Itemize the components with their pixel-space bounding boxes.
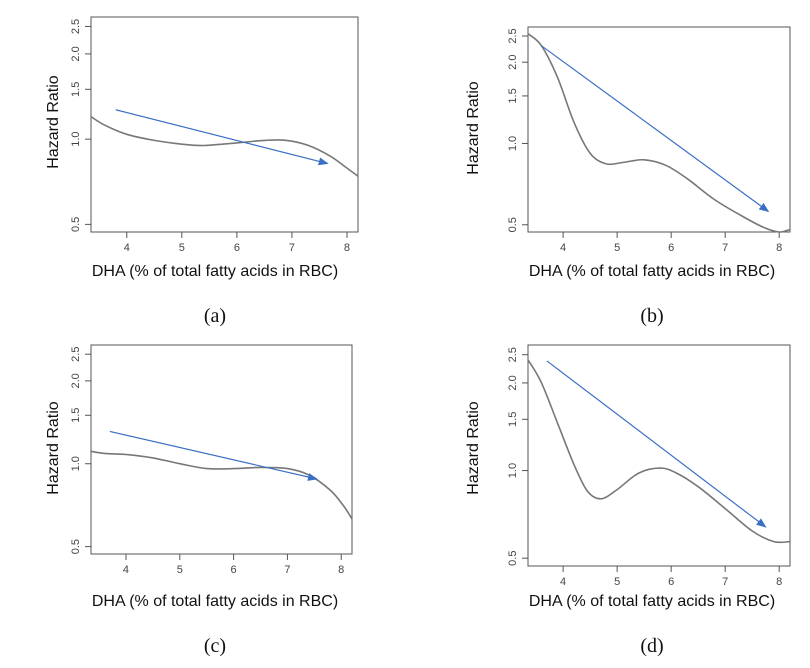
plot-frame-d (527, 344, 791, 567)
trend-arrow-c (109, 430, 318, 481)
xlabel-d: DHA (% of total fatty acids in RBC) (529, 593, 775, 610)
hazard-curve-b (527, 33, 791, 233)
trend-arrow-a (115, 109, 329, 166)
xlabel-b: DHA (% of total fatty acids in RBC) (529, 263, 775, 280)
y-tick-label-b-4: 2.5 (507, 28, 519, 43)
ylabel-b: Hazard Ratio (465, 81, 482, 174)
hazard-curve-c (90, 450, 353, 520)
x-tick-label-b-3: 7 (722, 242, 728, 254)
y-tick-label-a-0: 0.5 (70, 217, 82, 232)
chart-panel-a: Hazard Ratio DHA (% of total fatty acids… (45, 16, 359, 327)
x-tick-label-a-0: 4 (124, 242, 130, 254)
y-tick-label-c-1: 1.0 (70, 456, 82, 471)
x-tick-label-b-2: 6 (668, 242, 674, 254)
x-tick-label-b-1: 5 (614, 242, 620, 254)
y-tick-label-b-1: 1.0 (507, 136, 519, 151)
x-tick-label-c-3: 7 (284, 564, 290, 576)
x-tick-label-c-0: 4 (123, 564, 129, 576)
x-tick-label-d-1: 5 (614, 576, 620, 588)
x-tick-label-a-4: 8 (344, 242, 350, 254)
x-tick-label-a-3: 7 (289, 242, 295, 254)
y-tick-label-a-3: 2.0 (70, 46, 82, 61)
y-tick-label-c-2: 1.5 (70, 408, 82, 423)
y-tick-label-b-3: 2.0 (507, 55, 519, 70)
y-tick-label-d-0: 0.5 (507, 551, 519, 566)
ylabel-a: Hazard Ratio (45, 75, 62, 168)
y-tick-label-c-3: 2.0 (70, 373, 82, 388)
panel-label-c: (c) (204, 635, 226, 657)
x-tick-label-b-0: 4 (560, 242, 566, 254)
y-tick-label-d-3: 2.0 (507, 375, 519, 390)
panel-label-b: (b) (640, 305, 663, 327)
x-tick-label-b-4: 8 (776, 242, 782, 254)
xlabel-a: DHA (% of total fatty acids in RBC) (92, 263, 338, 280)
chart-panel-d: Hazard Ratio DHA (% of total fatty acids… (465, 344, 791, 657)
y-tick-label-d-1: 1.0 (507, 463, 519, 478)
panel-label-d: (d) (640, 635, 663, 657)
plot-frame-c (90, 344, 353, 555)
x-tick-label-d-4: 8 (776, 576, 782, 588)
y-tick-label-d-2: 1.5 (507, 412, 519, 427)
y-tick-label-a-2: 1.5 (70, 82, 82, 97)
ylabel-d: Hazard Ratio (465, 401, 482, 494)
xlabel-c: DHA (% of total fatty acids in RBC) (92, 593, 338, 610)
y-tick-label-a-4: 2.5 (70, 19, 82, 34)
x-tick-label-c-2: 6 (231, 564, 237, 576)
trend-arrow-d (546, 360, 767, 528)
hazard-curve-a (90, 116, 359, 177)
x-tick-label-c-1: 5 (177, 564, 183, 576)
chart-panel-b: Hazard Ratio DHA (% of total fatty acids… (465, 26, 791, 327)
chart-panel-c: Hazard Ratio DHA (% of total fatty acids… (45, 344, 353, 657)
x-tick-label-d-2: 6 (668, 576, 674, 588)
x-tick-label-a-1: 5 (179, 242, 185, 254)
plot-frame-a (90, 16, 359, 233)
panel-label-a: (a) (204, 305, 226, 327)
ylabel-c: Hazard Ratio (45, 401, 62, 494)
y-tick-label-c-4: 2.5 (70, 347, 82, 362)
trend-arrow-b (541, 45, 770, 213)
y-tick-label-b-2: 1.5 (507, 88, 519, 103)
x-tick-label-d-3: 7 (722, 576, 728, 588)
y-tick-label-a-1: 1.0 (70, 132, 82, 147)
y-tick-label-d-4: 2.5 (507, 347, 519, 362)
plot-frame-b (527, 26, 791, 233)
y-tick-label-b-0: 0.5 (507, 217, 519, 232)
x-tick-label-c-4: 8 (338, 564, 344, 576)
hazard-curve-d (527, 359, 791, 544)
y-tick-label-c-0: 0.5 (70, 539, 82, 554)
x-tick-label-a-2: 6 (234, 242, 240, 254)
x-tick-label-d-0: 4 (560, 576, 566, 588)
